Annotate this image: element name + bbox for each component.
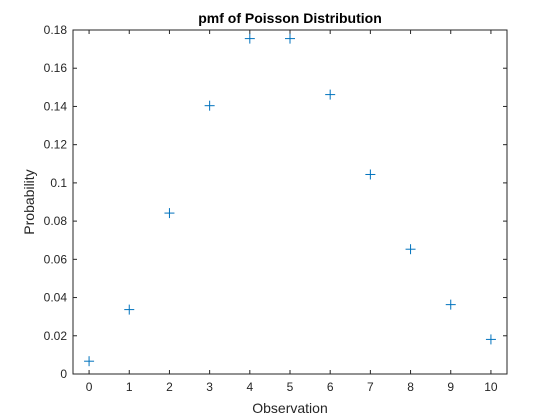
y-tick-label: 0.08	[44, 214, 68, 228]
x-tick-label: 8	[407, 380, 414, 394]
plot-area	[72, 29, 508, 375]
data-point-marker	[405, 244, 416, 255]
data-point-marker	[365, 169, 376, 180]
data-point-marker	[164, 208, 175, 219]
x-tick-label: 3	[206, 380, 213, 394]
data-point-marker	[244, 33, 255, 44]
y-tick-label: 0.16	[44, 61, 68, 75]
y-tick-label: 0.04	[44, 291, 68, 305]
x-axis: 0 1 2 3 4 5 6 7 8 9 10	[86, 30, 498, 394]
x-tick-label: 10	[484, 380, 498, 394]
x-tick-label: 1	[126, 380, 133, 394]
y-tick-label: 0.06	[44, 252, 68, 266]
data-point-marker	[485, 334, 496, 345]
y-tick-label: 0.12	[44, 138, 68, 152]
y-tick-label: 0.02	[44, 329, 68, 343]
y-tick-label: 0	[60, 367, 67, 381]
data-point-marker	[124, 304, 135, 315]
data-point-marker	[84, 356, 95, 367]
x-tick-label: 7	[367, 380, 374, 394]
x-tick-label: 4	[246, 380, 253, 394]
data-point-marker	[445, 299, 456, 310]
data-point-marker	[325, 89, 336, 100]
data-series	[84, 33, 496, 367]
y-axis: 0 0.02 0.04 0.06 0.08 0.1 0.12 0.14 0.16 0.18	[44, 23, 507, 381]
x-tick-label: 9	[447, 380, 454, 394]
x-tick-label: 2	[166, 380, 173, 394]
x-tick-label: 5	[287, 380, 294, 394]
chart-title: pmf of Poisson Distribution	[198, 10, 382, 26]
x-tick-label: 0	[86, 380, 93, 394]
data-point-marker	[285, 33, 295, 44]
data-point-marker	[204, 100, 215, 111]
y-axis-label: Probability	[21, 169, 37, 234]
y-tick-label: 0.1	[50, 176, 67, 190]
y-tick-label: 0.18	[44, 23, 68, 37]
y-tick-label: 0.14	[44, 99, 68, 113]
x-axis-label: Observation	[252, 400, 327, 416]
x-tick-label: 6	[327, 380, 334, 394]
